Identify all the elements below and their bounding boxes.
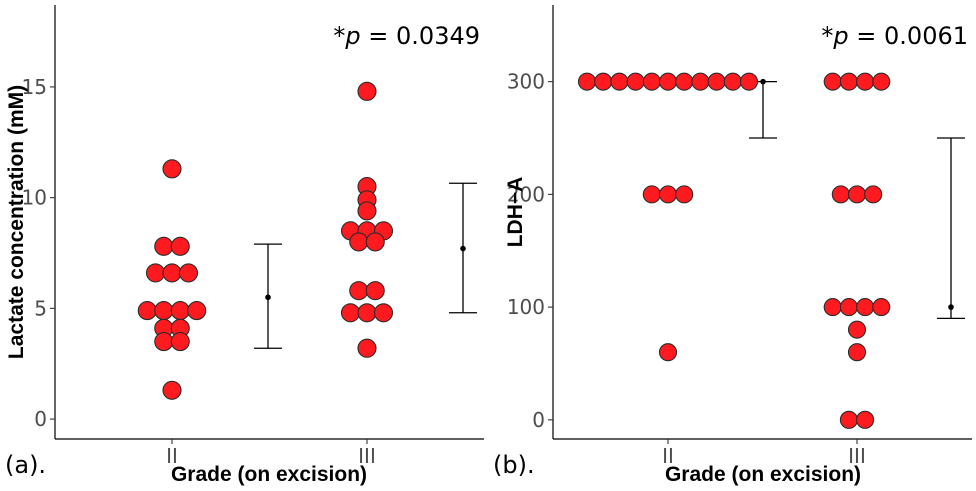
data-point	[642, 72, 661, 91]
mean-point	[460, 245, 466, 252]
data-point	[610, 72, 629, 91]
x-axis-title: Grade (on excision)	[171, 463, 367, 486]
data-point	[658, 343, 678, 362]
data-point	[154, 332, 174, 352]
data-point	[739, 72, 759, 91]
data-points	[577, 72, 891, 429]
data-point	[357, 81, 377, 101]
data-point	[594, 72, 613, 91]
p-value-text: = 0.0349	[361, 22, 480, 50]
data-point	[365, 281, 385, 301]
y-tick-label: 0	[34, 407, 47, 431]
data-point	[831, 185, 850, 204]
data-point	[823, 298, 842, 317]
data-point	[847, 320, 867, 339]
y-ticks: 0 5 10 15	[22, 75, 55, 431]
data-point	[357, 338, 377, 358]
x-tick-label: III	[358, 444, 376, 468]
data-point	[839, 72, 858, 91]
y-tick-label: 100	[507, 295, 545, 319]
p-value-text: = 0.0061	[849, 22, 968, 50]
x-ticks: II III	[662, 439, 866, 468]
data-point	[137, 301, 157, 321]
y-axis-title: Lactate concentration (mM)	[5, 85, 28, 359]
x-axis-title: Grade (on excision)	[665, 463, 861, 486]
p-value-annotation: *p = 0.0349	[333, 22, 480, 50]
y-tick-label: 5	[34, 296, 47, 320]
y-tick-label: 10	[22, 186, 47, 210]
data-point	[154, 301, 174, 321]
p-value-symbol: p	[832, 22, 848, 50]
data-point	[642, 185, 661, 204]
p-value-symbol: p	[344, 22, 360, 50]
data-point	[839, 410, 858, 429]
data-point	[357, 201, 377, 221]
data-point	[340, 303, 361, 323]
p-value-prefix: *	[821, 22, 833, 50]
y-tick-label: 200	[507, 182, 545, 206]
panel-label: (a).	[5, 451, 46, 479]
mean-point	[760, 78, 766, 85]
x-ticks: II III	[166, 439, 376, 468]
data-point	[872, 298, 891, 317]
p-value-annotation: *p = 0.0061	[821, 22, 968, 50]
data-point	[145, 263, 166, 283]
data-point	[170, 236, 190, 256]
data-point	[373, 303, 394, 323]
y-tick-label: 0	[532, 408, 545, 432]
data-point	[349, 232, 369, 252]
data-point	[658, 72, 678, 91]
data-point	[823, 72, 842, 91]
mean-point	[948, 304, 954, 310]
data-point	[365, 232, 385, 252]
data-point	[675, 185, 694, 204]
data-point	[658, 185, 678, 204]
x-tick-label: III	[848, 444, 866, 468]
data-point	[864, 185, 883, 204]
data-point	[626, 72, 645, 91]
error-bars	[254, 182, 477, 349]
data-points	[137, 81, 394, 400]
data-point	[691, 72, 710, 91]
data-point	[162, 380, 182, 400]
panel-label: (b).	[493, 451, 535, 479]
data-point	[872, 72, 891, 91]
data-point	[856, 298, 875, 317]
data-point	[707, 72, 726, 91]
data-point	[839, 298, 858, 317]
data-point	[349, 281, 369, 301]
data-point	[162, 159, 182, 179]
data-point	[170, 332, 190, 352]
data-point	[856, 72, 875, 91]
y-ticks: 0 100 200 300	[507, 70, 553, 432]
data-point	[723, 72, 742, 91]
data-point	[577, 72, 597, 91]
data-point	[154, 236, 174, 256]
y-tick-label: 300	[507, 70, 545, 94]
data-point	[357, 303, 377, 323]
data-point	[162, 263, 182, 283]
p-value-prefix: *	[333, 22, 345, 50]
y-axis-title: LDH−A	[504, 177, 527, 248]
data-point	[178, 263, 199, 283]
y-tick-label: 15	[22, 75, 47, 99]
data-point	[847, 185, 867, 204]
data-point	[187, 301, 207, 321]
x-tick-label: II	[662, 444, 674, 468]
data-point	[170, 301, 190, 321]
data-point	[847, 343, 867, 362]
data-point	[856, 410, 875, 429]
mean-point	[265, 294, 271, 301]
data-point	[675, 72, 694, 91]
x-tick-label: II	[166, 444, 178, 468]
